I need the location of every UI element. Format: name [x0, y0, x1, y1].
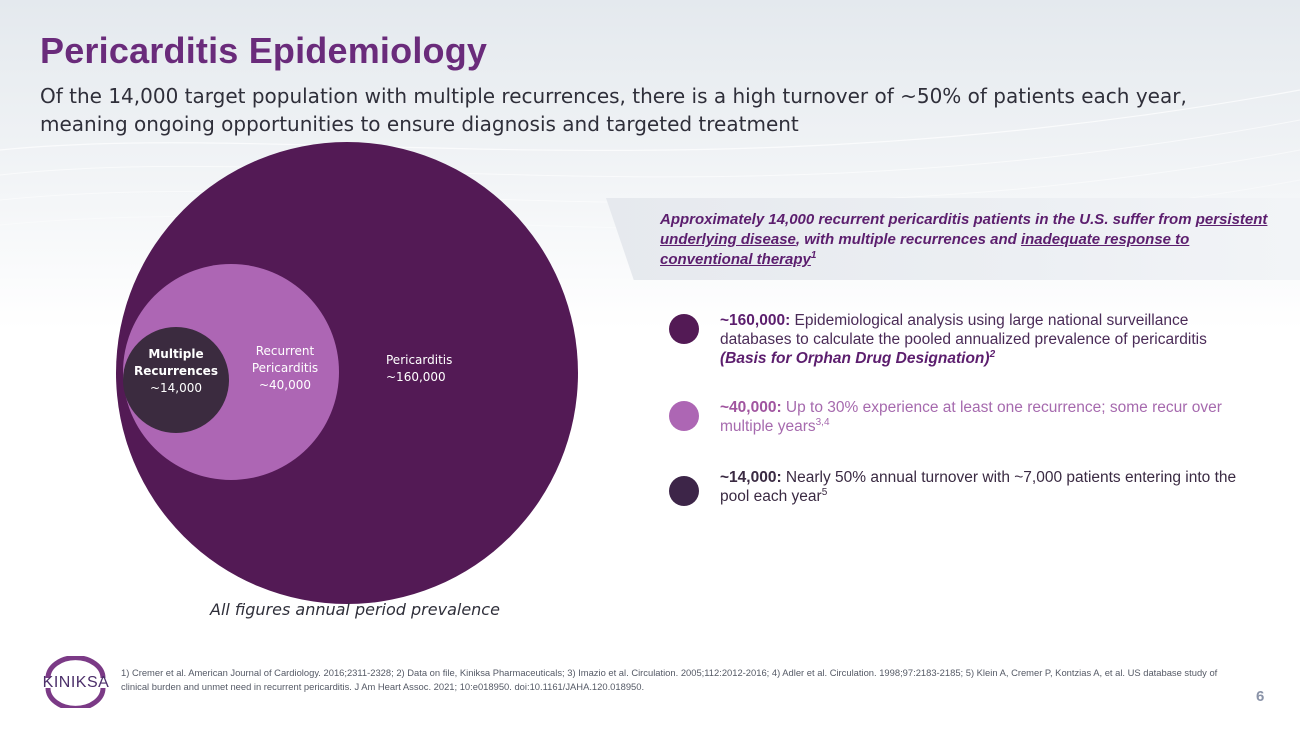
stat-pericarditis: ~160,000: Epidemiological analysis using…: [720, 311, 1240, 368]
stat-pericarditis-basis: (Basis for Orphan Drug Designation)2: [720, 349, 1240, 368]
recurrent-name-line2: Pericarditis: [251, 361, 319, 375]
stat-recurrent-number: ~40,000:: [720, 399, 782, 416]
stat-multiple: ~14,000: Nearly 50% annual turnover with…: [720, 468, 1240, 506]
recurrent-value: ~40,000: [258, 378, 312, 392]
pericarditis-value: ~160,000: [386, 370, 446, 384]
callout-text: Approximately 14,000 recurrent pericardi…: [660, 210, 1270, 270]
stat-pericarditis-footnote: 2: [989, 348, 996, 360]
multiple-recurrences-label: Multiple Recurrences ~14,000: [124, 346, 228, 397]
stat-pericarditis-number: ~160,000:: [720, 312, 791, 329]
stat-multiple-footnote: 5: [821, 486, 828, 498]
kiniksa-logo-icon: [45, 656, 106, 708]
callout-part1: Approximately 14,000 recurrent pericardi…: [660, 211, 1196, 228]
stat-recurrent: ~40,000: Up to 30% experience at least o…: [720, 398, 1240, 436]
logo-text: KINIKSA: [42, 674, 110, 691]
callout-footnote: 1: [810, 250, 817, 261]
stat-basis-text: (Basis for Orphan Drug Designation): [720, 350, 990, 367]
stat-recurrent-text: Up to 30% experience at least one recurr…: [720, 399, 1222, 435]
diagram-caption: All figures annual period prevalence: [210, 600, 500, 619]
callout-underline2: inadequate response to conventional ther…: [660, 231, 1190, 268]
pericarditis-name: Pericarditis: [386, 353, 453, 367]
multiple-legend-dot: [669, 476, 699, 506]
page-title: Pericarditis Epidemiology: [40, 30, 488, 71]
recurrent-pericarditis-label: Recurrent Pericarditis ~40,000: [240, 343, 330, 394]
multiple-recurrences-circle: [123, 327, 229, 433]
pericarditis-label: Pericarditis ~160,000: [386, 352, 452, 386]
recurrent-name-line1: Recurrent: [255, 344, 315, 358]
references: 1) Cremer et al. American Journal of Car…: [121, 667, 1218, 692]
recurrent-legend-dot: [669, 401, 699, 431]
multiple-name-line2: Recurrences: [134, 364, 218, 378]
stat-pericarditis-text: Epidemiological analysis using large nat…: [720, 312, 1207, 348]
multiple-value: ~14,000: [149, 381, 203, 395]
callout-underline1: persistent underlying disease: [660, 211, 1268, 248]
callout-part2: , with multiple recurrences and: [795, 231, 1021, 248]
pericarditis-circle: [116, 142, 578, 604]
callout-banner: [606, 198, 1300, 280]
stat-multiple-number: ~14,000:: [720, 469, 782, 486]
page-subtitle: Of the 14,000 target population with mul…: [40, 84, 1187, 136]
multiple-name-line1: Multiple: [148, 347, 204, 361]
page-number: 6: [1256, 688, 1265, 705]
stat-multiple-text: Nearly 50% annual turnover with ~7,000 p…: [720, 469, 1237, 505]
pericarditis-legend-dot: [669, 314, 699, 344]
stat-recurrent-footnote: 3,4: [815, 416, 830, 428]
